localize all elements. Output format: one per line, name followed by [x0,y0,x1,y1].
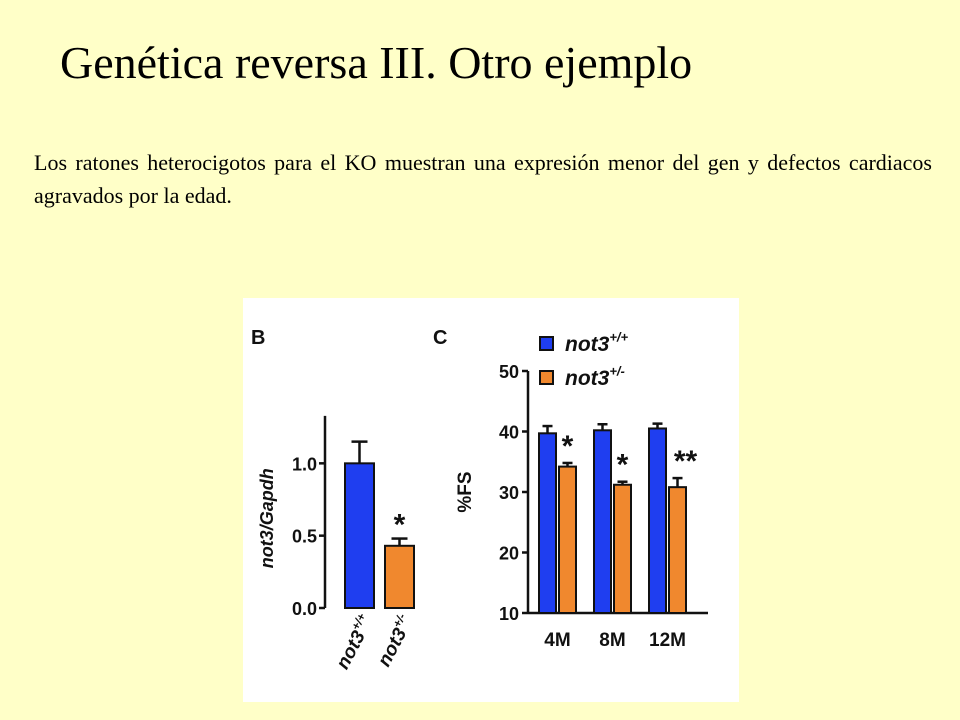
c-bar [593,429,612,614]
c-ytick-label: 50 [499,362,519,382]
b-significance-star: * [394,509,406,542]
bar-charts: B 0.0 0.5 1.0 not3/Gapdh not3+/+ * not3+/- C 10 20… [251,327,708,673]
panel-label-b: B [251,327,265,349]
c-legend-label: not3+/+ [565,330,629,356]
c-ytick-label: 10 [499,604,519,624]
b-ytick-label: 1.0 [292,454,317,474]
c-bar [613,483,632,614]
panel-label-c: C [433,327,447,349]
b-bar [384,544,415,609]
c-category-label: 12M [649,630,686,651]
c-legend-label: not3+/- [565,364,625,390]
slide-title: Genética reversa III. Otro ejemplo [60,37,693,88]
c-y-axis-label: %FS [455,471,476,512]
c-significance-star: ** [674,445,698,478]
figure-panel: B 0.0 0.5 1.0 not3/Gapdh not3+/+ * not3+/- C 10 20… [243,298,739,702]
slide-body-text: Los ratones heterocigotos para el KO mue… [34,150,932,208]
c-bar [648,427,667,614]
c-ytick-label: 20 [499,544,519,564]
c-significance-star: * [617,449,629,482]
c-legend-swatch [539,370,554,385]
b-bar [344,462,375,609]
c-category-label: 8M [599,630,625,651]
c-significance-star: * [562,430,574,463]
c-ytick-label: 40 [499,423,519,443]
c-category-label: 4M [544,630,570,651]
c-bar [668,486,687,614]
c-ytick-label: 30 [499,483,519,503]
b-category-label: not3+/+ [330,611,378,673]
c-bar [558,465,577,614]
b-y-axis-label: not3/Gapdh [257,468,277,568]
b-category-label: not3+/- [372,611,418,670]
c-bar [538,432,557,614]
b-ytick-label: 0.5 [292,527,317,547]
b-ytick-label: 0.0 [292,599,317,619]
c-legend-swatch [539,336,554,351]
